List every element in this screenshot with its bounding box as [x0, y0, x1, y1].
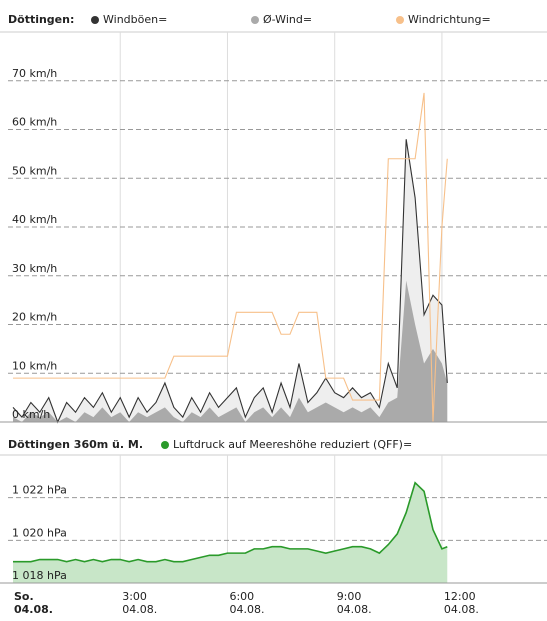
- x-tick-sublabel: 04.08.: [337, 603, 372, 616]
- y-tick-label: 0 km/h: [12, 408, 50, 421]
- y-tick-label: 20 km/h: [12, 311, 57, 324]
- x-tick-sublabel: 04.08.: [229, 603, 264, 616]
- legend-marker: [251, 16, 259, 24]
- x-tick-label: 3:00: [122, 590, 147, 603]
- y-tick-label: 60 km/h: [12, 116, 57, 129]
- legend-marker: [91, 16, 99, 24]
- x-tick-sublabel: 04.08.: [444, 603, 479, 616]
- area: [13, 139, 448, 422]
- y-tick-label: 1 020 hPa: [12, 526, 67, 539]
- area: [13, 280, 448, 422]
- y-tick-label: 50 km/h: [12, 164, 57, 177]
- area: [13, 482, 448, 583]
- legend-marker: [396, 16, 404, 24]
- x-tick-label: 6:00: [229, 590, 254, 603]
- y-tick-label: 10 km/h: [12, 359, 57, 372]
- x-tick-label: So.: [14, 590, 34, 603]
- y-tick-label: 70 km/h: [12, 67, 57, 80]
- line: [13, 481, 448, 563]
- x-tick-sublabel: 04.08.: [14, 603, 53, 616]
- x-tick-label: 12:00: [444, 590, 476, 603]
- x-tick-label: 9:00: [337, 590, 362, 603]
- legend-label: Windböen=: [103, 13, 167, 26]
- line: [13, 92, 448, 423]
- y-tick-label: 1 022 hPa: [12, 484, 67, 497]
- y-tick-label: 40 km/h: [12, 213, 57, 226]
- legend-label: Luftdruck auf Meereshöhe reduziert (QFF)…: [173, 438, 412, 451]
- y-tick-label: 1 018 hPa: [12, 569, 67, 582]
- chart-title: Döttingen:: [8, 13, 74, 26]
- chart-title: Döttingen 360m ü. M.: [8, 438, 143, 451]
- line: [12, 139, 448, 424]
- legend-label: Windrichtung=: [408, 13, 491, 26]
- y-tick-label: 30 km/h: [12, 262, 57, 275]
- legend-marker: [161, 441, 169, 449]
- legend-label: Ø-Wind=: [263, 13, 312, 26]
- x-tick-sublabel: 04.08.: [122, 603, 157, 616]
